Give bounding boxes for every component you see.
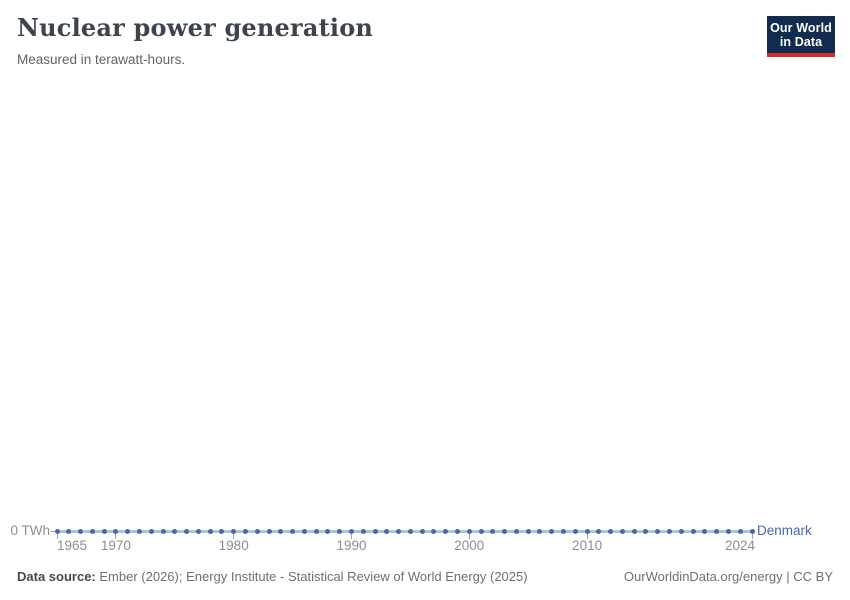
data-point[interactable] [313, 528, 319, 534]
x-axis-label: 2000 [454, 538, 485, 553]
x-axis-tick [751, 533, 753, 539]
data-point[interactable] [502, 528, 508, 534]
cc-by-link[interactable]: CC BY [793, 569, 833, 584]
data-point[interactable] [584, 528, 590, 534]
data-point[interactable] [407, 528, 413, 534]
data-point[interactable] [631, 528, 637, 534]
owid-logo[interactable]: Our World in Data [767, 16, 835, 57]
data-point[interactable] [725, 528, 731, 534]
data-source-note: Data source: Ember (2026); Energy Instit… [17, 569, 528, 584]
data-point[interactable] [195, 528, 201, 534]
data-point[interactable] [702, 528, 708, 534]
data-point[interactable] [561, 528, 567, 534]
data-point[interactable] [337, 528, 343, 534]
data-point[interactable] [608, 528, 614, 534]
data-point[interactable] [184, 528, 190, 534]
data-point[interactable] [549, 528, 555, 534]
credit-separator: | [782, 569, 794, 584]
data-point[interactable] [490, 528, 496, 534]
data-point[interactable] [66, 528, 72, 534]
data-point[interactable] [678, 528, 684, 534]
data-point[interactable] [301, 528, 307, 534]
data-point[interactable] [419, 528, 425, 534]
data-point[interactable] [749, 528, 755, 534]
x-axis-tick [233, 533, 235, 539]
x-axis-tick [468, 533, 470, 539]
data-point[interactable] [266, 528, 272, 534]
logo-text-line1: Our World [770, 20, 832, 35]
x-axis-tick [586, 533, 588, 539]
x-axis-tick [350, 533, 352, 539]
y-axis-tick [51, 530, 57, 532]
data-point[interactable] [443, 528, 449, 534]
data-point[interactable] [455, 528, 460, 534]
data-point[interactable] [619, 528, 625, 534]
data-point[interactable] [525, 528, 531, 534]
data-point[interactable] [478, 528, 484, 534]
data-point[interactable] [372, 528, 378, 534]
data-point[interactable] [325, 528, 331, 534]
data-point[interactable] [219, 528, 225, 534]
data-point[interactable] [125, 528, 131, 534]
x-axis-label: 2024 [724, 538, 755, 553]
data-point[interactable] [396, 528, 402, 534]
data-point[interactable] [596, 528, 602, 534]
data-point[interactable] [78, 528, 84, 534]
x-axis-label: 2010 [572, 538, 603, 553]
data-point[interactable] [172, 528, 178, 534]
data-point[interactable] [160, 528, 166, 534]
data-point[interactable] [89, 528, 95, 534]
owid-url-link[interactable]: OurWorldinData.org/energy [623, 569, 783, 584]
data-point[interactable] [384, 528, 390, 534]
footer-credit: OurWorldinData.org/energy | CC BY [624, 569, 833, 584]
data-point[interactable] [136, 528, 142, 534]
data-point[interactable] [513, 528, 519, 534]
page-subtitle: Measured in terawatt-hours. [17, 52, 186, 67]
data-point[interactable] [101, 528, 107, 534]
data-point[interactable] [148, 528, 154, 534]
data-point[interactable] [643, 528, 649, 534]
x-axis-label: 1990 [336, 538, 367, 553]
data-point[interactable] [737, 528, 743, 534]
data-point[interactable] [207, 528, 213, 534]
data-point[interactable] [466, 528, 472, 534]
x-axis-label: 1970 [100, 538, 131, 553]
data-source-label: Data source: [17, 569, 96, 584]
page-title: Nuclear power generation [17, 13, 374, 42]
data-point[interactable] [231, 528, 237, 534]
data-point[interactable] [572, 528, 578, 534]
data-point[interactable] [113, 528, 119, 534]
data-point[interactable] [254, 528, 260, 534]
logo-text-line2: in Data [779, 34, 823, 49]
data-point[interactable] [537, 528, 543, 534]
data-point[interactable] [655, 528, 661, 534]
line-denmark [57, 529, 752, 533]
x-axis-tick [56, 533, 58, 539]
x-axis-tick [115, 533, 117, 539]
data-point[interactable] [360, 528, 366, 534]
data-point[interactable] [690, 528, 696, 534]
data-point[interactable] [290, 528, 296, 534]
data-point[interactable] [667, 528, 673, 534]
data-point[interactable] [278, 528, 284, 534]
x-axis-label: 1965 [57, 538, 88, 553]
y-axis-zero-label: 0 TWh [10, 523, 50, 538]
data-point[interactable] [242, 528, 248, 534]
data-source-text: Ember (2026); Energy Institute - Statist… [95, 569, 528, 584]
data-point[interactable] [714, 528, 720, 534]
x-axis-label: 1980 [218, 538, 249, 553]
data-point[interactable] [431, 528, 437, 534]
entity-label-denmark[interactable]: Denmark [757, 523, 812, 538]
data-point[interactable] [348, 528, 354, 534]
data-point[interactable] [54, 528, 60, 534]
